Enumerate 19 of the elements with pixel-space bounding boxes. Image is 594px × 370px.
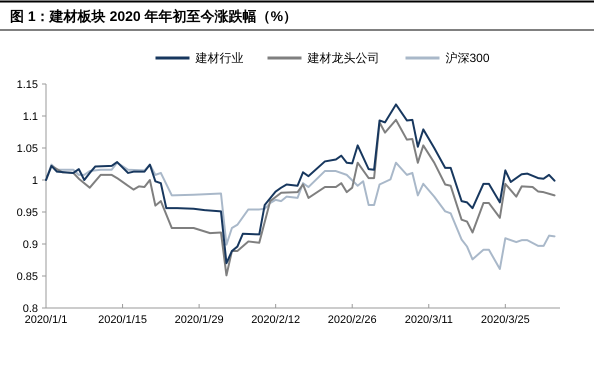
legend-label: 建材龙头公司	[306, 51, 380, 65]
y-tick-label: 0.95	[16, 207, 38, 219]
x-tick-label: 2020/2/26	[328, 314, 377, 326]
x-tick-label: 2020/3/11	[404, 314, 453, 326]
legend-label: 建材行业	[194, 51, 244, 65]
legend-label: 沪深300	[446, 51, 490, 65]
y-tick-label: 1.15	[16, 79, 38, 91]
y-tick-label: 1.1	[22, 111, 38, 123]
chart-title: 图 1：建材板块 2020 年年初至今涨跌幅（%）	[10, 8, 298, 24]
y-tick-label: 0.8	[22, 303, 38, 315]
x-tick-label: 2020/1/1	[24, 314, 68, 326]
x-tick-label: 2020/3/25	[480, 314, 530, 326]
y-tick-label: 1.05	[16, 143, 38, 155]
y-tick-label: 0.85	[16, 271, 38, 283]
x-tick-label: 2020/1/15	[98, 314, 148, 326]
y-tick-label: 0.9	[22, 239, 38, 251]
y-tick-label: 1	[32, 175, 38, 187]
x-tick-label: 2020/2/12	[251, 314, 300, 326]
x-tick-label: 2020/1/29	[174, 314, 224, 326]
